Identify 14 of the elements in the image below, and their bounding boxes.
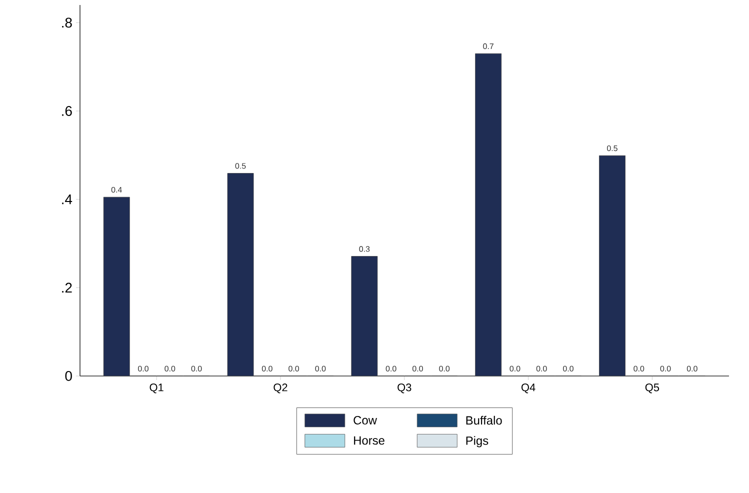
x-tick-label: Q5 xyxy=(645,384,660,394)
y-tick-label: .8 xyxy=(62,18,72,28)
legend-label: Buffalo xyxy=(466,416,502,425)
x-tick-label: Q3 xyxy=(398,384,412,394)
y-tick-label: .2 xyxy=(62,282,72,293)
legend-label: Horse xyxy=(354,436,384,445)
x-tick-label: Q2 xyxy=(274,384,288,394)
y-tick-label: 0 xyxy=(65,371,72,381)
y-tick-label: .6 xyxy=(62,106,72,116)
y-tick-label: .4 xyxy=(62,194,72,204)
x-tick-label: Q1 xyxy=(150,384,164,394)
legend-label: Pigs xyxy=(466,436,488,448)
legend-label: Cow xyxy=(354,416,378,424)
x-tick-label: Q4 xyxy=(521,384,536,394)
